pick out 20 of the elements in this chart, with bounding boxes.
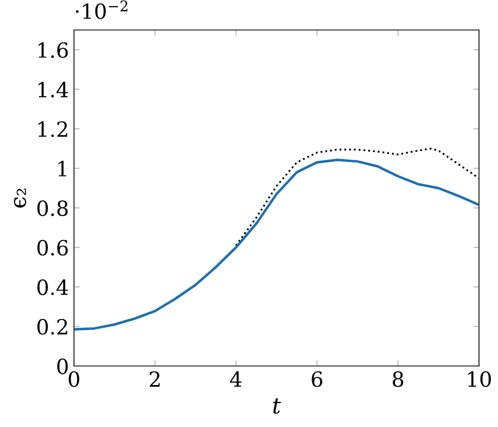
y-tick-label: 1.6	[38, 42, 68, 58]
line-series	[235, 148, 479, 246]
y-tick-label: 0.4	[37, 279, 68, 296]
y-axis-title: ϵ₂	[14, 188, 26, 208]
x-tick-label: 8	[392, 371, 404, 387]
x-tick-label: 10	[468, 371, 491, 387]
line-series	[74, 158, 479, 331]
x-axis-title: t	[273, 398, 281, 414]
x-tick-label: 4	[230, 371, 242, 387]
y-tick-label: 0	[57, 358, 68, 374]
y-tick-label: 0.6	[37, 240, 68, 256]
y-tick-label: 0.2	[37, 318, 68, 335]
y-tick-label: 1.4	[38, 82, 68, 98]
x-tick-label: 2	[150, 371, 160, 387]
y-tick-label: 0.8	[37, 200, 68, 216]
x-tick-label: 6	[312, 371, 322, 387]
y-tick-label: 1	[58, 160, 66, 176]
text: ·10$^{−2}$	[76, 0, 128, 20]
y-tick-label: 1.2	[38, 121, 68, 138]
x-tick-label: 0	[68, 371, 80, 387]
